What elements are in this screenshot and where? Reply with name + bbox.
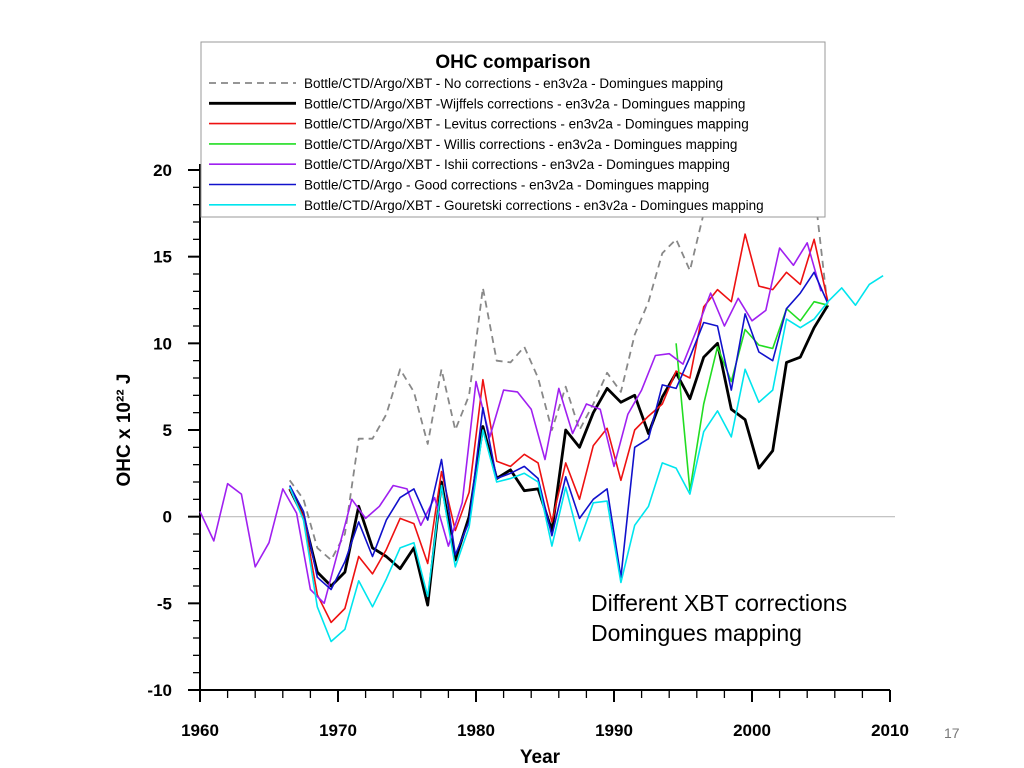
series-line-6 [288,275,884,643]
legend-label-1: Bottle/CTD/Argo/XBT -Wijffels correction… [304,96,745,111]
legend-label-5: Bottle/CTD/Argo - Good corrections - en3… [304,178,709,193]
x-axis-title: Year [520,747,561,768]
legend: OHC comparison Bottle/CTD/Argo/XBT - No … [200,41,826,218]
legend-label-6: Bottle/CTD/Argo/XBT - Gouretski correcti… [304,198,764,213]
legend-entries: Bottle/CTD/Argo/XBT - No corrections - e… [209,76,764,213]
x-tick-label: 1980 [457,721,495,740]
series-line-5 [288,271,829,591]
page-number: 17 [944,725,960,741]
series-line-3 [675,300,829,492]
legend-label-4: Bottle/CTD/Argo/XBT - Ishii corrections … [304,157,730,172]
y-tick-label: 15 [153,248,172,267]
axes: -10 -5 0 5 10 15 20 1960 1970 1980 1990 2000 2010 [147,161,908,740]
chart-title: OHC comparison [435,52,590,73]
series-line-4 [199,242,822,605]
x-tick-label: 2010 [871,721,909,740]
y-tick-label: 0 [163,508,172,527]
legend-box [200,41,826,218]
x-tick-label: 2000 [733,721,771,740]
y-tick-label: 10 [153,334,172,353]
y-tick-label: 20 [153,161,172,180]
legend-label-0: Bottle/CTD/Argo/XBT - No corrections - e… [304,76,723,91]
x-tick-label: 1970 [319,721,357,740]
y-tick-label: -10 [147,681,172,700]
x-tick-label: 1990 [595,721,633,740]
annotation-line-2: Domingues mapping [591,620,802,646]
y-axis-title: OHC x 10²² J [114,374,135,487]
y-tick-label: 5 [163,421,172,440]
annotation-line-1: Different XBT corrections [591,590,847,616]
series-line-1 [288,304,830,607]
legend-label-2: Bottle/CTD/Argo/XBT - Levitus correction… [304,117,749,132]
y-tick-label: -5 [157,594,172,613]
series-layer [199,134,884,643]
x-tick-label: 1960 [181,721,219,740]
series-line-2 [288,233,829,624]
legend-label-3: Bottle/CTD/Argo/XBT - Willis corrections… [304,137,737,152]
